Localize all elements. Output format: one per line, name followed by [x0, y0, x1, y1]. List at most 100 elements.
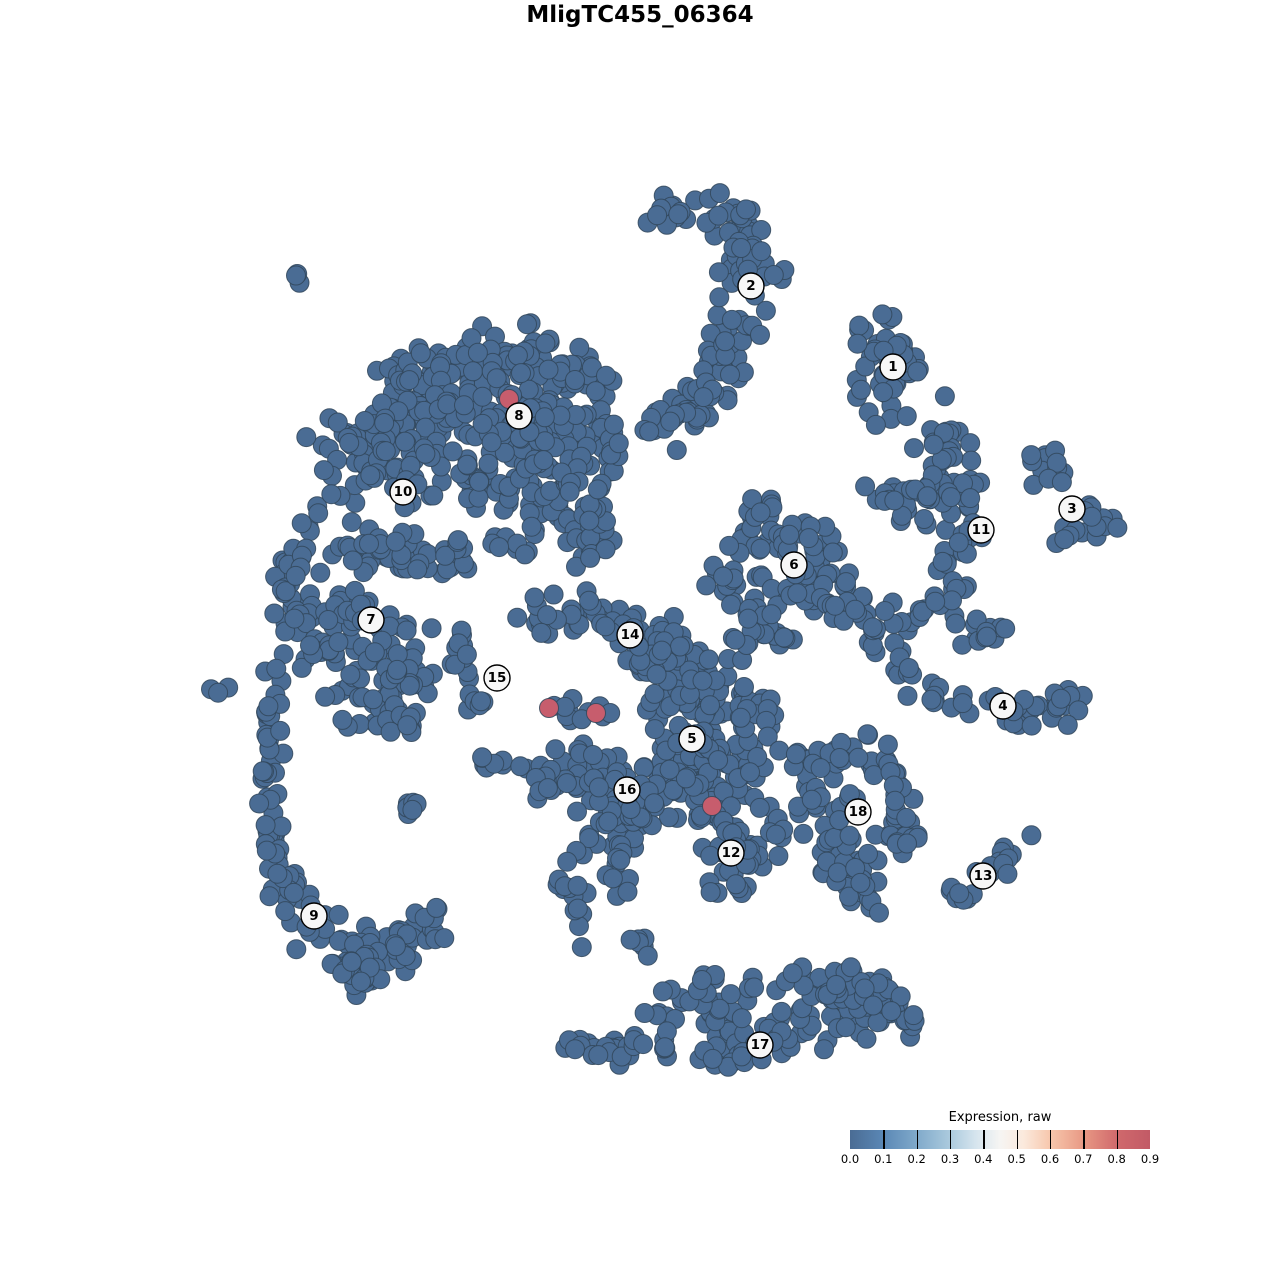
- cell-point: [285, 565, 306, 586]
- cell-point: [256, 840, 277, 861]
- cell-point: [738, 608, 759, 629]
- cluster-badge-number: 1: [888, 359, 897, 375]
- cell-point: [467, 342, 488, 363]
- cell-point: [932, 551, 953, 572]
- cell-point: [713, 566, 734, 587]
- cell-point: [736, 199, 756, 220]
- cell-point: [839, 825, 860, 846]
- cell-point: [380, 721, 401, 742]
- cell-point: [854, 978, 875, 999]
- cluster-badge-number: 8: [514, 408, 523, 424]
- cell-point: [666, 440, 687, 460]
- cell-point: [291, 513, 312, 534]
- cell-point: [660, 411, 681, 432]
- cell-point: [435, 545, 456, 566]
- cell-point: [557, 851, 578, 872]
- cell-point: [1021, 715, 1042, 736]
- cell-point: [708, 205, 729, 226]
- cell-point: [798, 528, 819, 549]
- cell-point: [1051, 472, 1072, 493]
- cell-point: [1046, 452, 1067, 473]
- cell-point: [407, 559, 428, 580]
- cell-point: [396, 620, 417, 641]
- cluster-label-8: 8: [505, 402, 533, 430]
- cell-point: [415, 417, 436, 438]
- cell-point: [787, 583, 808, 604]
- cell-point: [700, 845, 721, 866]
- cell-point: [960, 433, 981, 454]
- cell-point: [1054, 529, 1075, 550]
- legend-divider: [1016, 1130, 1019, 1149]
- cell-point: [328, 632, 349, 653]
- cell-point: [291, 657, 312, 678]
- cluster-badge-number: 3: [1067, 501, 1076, 517]
- cell-point: [749, 797, 770, 818]
- cell-point: [700, 695, 720, 716]
- legend-gradient-bar: [850, 1130, 1150, 1149]
- cluster-label-13: 13: [969, 862, 997, 890]
- cell-point: [934, 386, 955, 407]
- cell-point: [773, 627, 794, 648]
- legend-divider: [916, 1130, 919, 1149]
- cluster-16-points: [510, 734, 667, 966]
- cluster-badge-circle: [613, 776, 641, 804]
- cell-point: [731, 238, 752, 258]
- cluster-15-points: [397, 620, 513, 824]
- cluster-badge-circle: [483, 664, 511, 692]
- cell-point: [286, 939, 307, 960]
- cell-point: [877, 734, 898, 755]
- cell-point: [945, 613, 966, 634]
- cell-point: [617, 881, 638, 902]
- legend-divider: [1050, 1130, 1052, 1149]
- cell-point: [517, 314, 537, 335]
- cell-point: [659, 759, 680, 780]
- cell-point: [765, 824, 786, 845]
- cell-point: [825, 595, 845, 616]
- cell-point: [654, 1037, 675, 1058]
- cluster-badge-circle: [746, 1031, 774, 1059]
- cell-point: [904, 438, 924, 459]
- cell-point: [258, 696, 279, 717]
- cluster-badge-number: 5: [687, 731, 696, 747]
- cell-point: [471, 691, 491, 712]
- cell-point: [731, 1008, 752, 1029]
- cell-point: [328, 904, 349, 925]
- cell-point: [454, 395, 474, 416]
- cell-point: [327, 412, 348, 433]
- cell-point: [340, 664, 361, 685]
- cell-point: [538, 359, 559, 380]
- cluster-label-16: 16: [613, 776, 641, 804]
- cluster-badge-circle: [989, 692, 1017, 720]
- cell-point: [644, 683, 665, 704]
- cell-point: [537, 605, 558, 626]
- cell-point: [266, 658, 287, 679]
- cluster-badge-circle: [844, 798, 872, 826]
- cell-point: [848, 747, 869, 768]
- cluster-label-3: 3: [1058, 495, 1086, 523]
- cell-point: [845, 599, 866, 620]
- legend-tick-label: 0.0: [840, 1152, 860, 1166]
- cell-point: [995, 618, 1016, 639]
- cell-point: [531, 622, 552, 643]
- cell-point: [342, 550, 363, 571]
- cell-point: [763, 265, 784, 285]
- cell-point: [873, 382, 894, 403]
- cluster-badge-circle: [879, 353, 907, 381]
- cell-point: [511, 363, 531, 384]
- cluster-7-points: [300, 580, 443, 742]
- cell-point: [740, 762, 760, 783]
- legend-tick-label: 0.9: [1140, 1152, 1160, 1166]
- cell-point: [397, 715, 418, 736]
- cell-point: [835, 1017, 856, 1038]
- cell-point: [463, 361, 483, 382]
- cluster-label-5: 5: [678, 725, 706, 753]
- cell-point: [566, 556, 586, 577]
- cell-point: [896, 807, 917, 828]
- cell-point: [692, 670, 713, 691]
- cell-point: [633, 1034, 654, 1055]
- cell-point: [478, 453, 499, 474]
- cell-point: [755, 300, 776, 321]
- cell-point: [286, 265, 306, 286]
- cluster-9-points: [201, 644, 455, 1005]
